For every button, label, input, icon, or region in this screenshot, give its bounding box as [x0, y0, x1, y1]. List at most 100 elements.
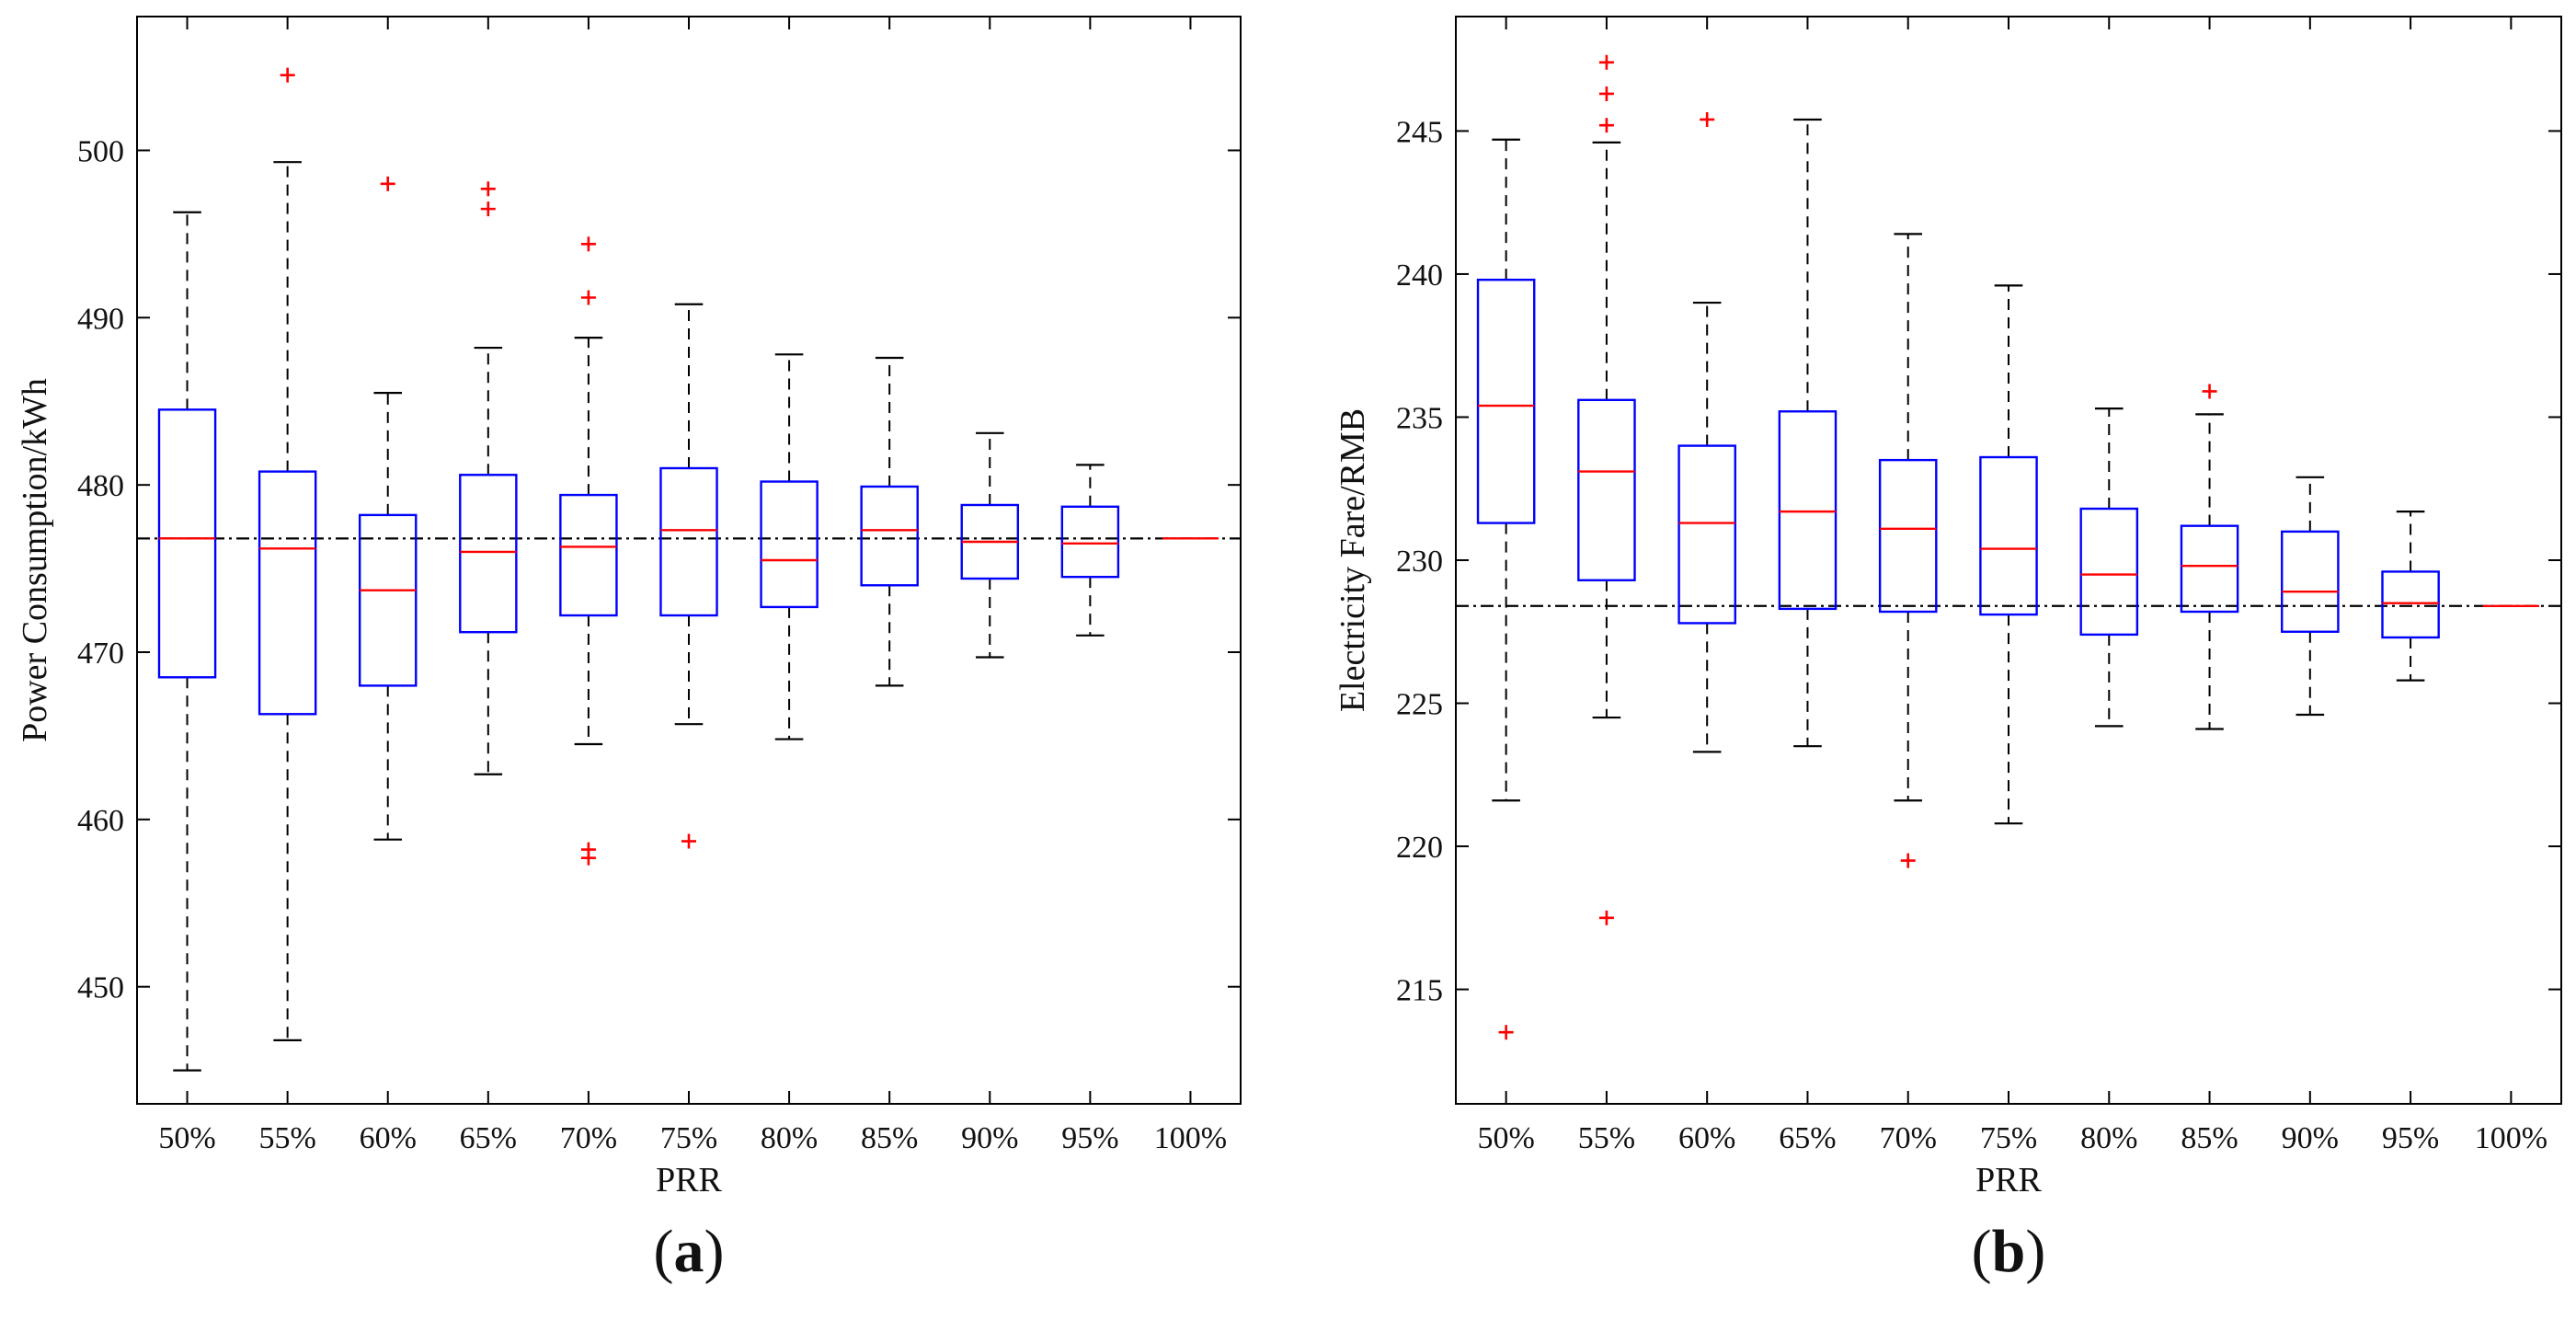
box-95pct [1060, 464, 1120, 637]
iqr-box [1979, 455, 2038, 616]
x-tick-label: 95% [1061, 1121, 1118, 1155]
x-tick-label: 95% [2382, 1121, 2439, 1155]
x-tick-label: 50% [158, 1121, 215, 1155]
box-70pct [559, 236, 618, 866]
iqr-box [2281, 530, 2340, 633]
y-tick-label: 230 [1396, 545, 1443, 579]
iqr-box [1778, 410, 1838, 611]
x-tick-label: 55% [1578, 1121, 1635, 1155]
y-tick-label: 225 [1396, 688, 1443, 722]
outlier-marker [580, 290, 596, 305]
y-tick-label: 500 [77, 134, 124, 168]
x-tick-label: 60% [1678, 1121, 1735, 1155]
box-50pct [157, 211, 217, 1072]
box-80pct [760, 353, 819, 740]
box-55pct [258, 67, 317, 1041]
outlier-marker [380, 176, 395, 191]
iqr-box [258, 470, 317, 716]
iqr-box [2079, 507, 2139, 637]
outlier-marker [1598, 910, 1614, 925]
box-90pct [960, 431, 1020, 659]
y-tick-label: 235 [1396, 401, 1443, 435]
x-tick-label: 100% [1154, 1121, 1227, 1155]
box-95pct [2381, 511, 2440, 682]
y-tick-label: 450 [77, 971, 124, 1005]
x-tick-label: 55% [258, 1121, 315, 1155]
outlier-marker [1598, 118, 1614, 133]
iqr-box [860, 485, 919, 587]
iqr-box [559, 493, 618, 617]
outlier-marker [1498, 1025, 1514, 1040]
iqr-box [1878, 458, 1938, 614]
x-axis-label: PRR [1975, 1161, 2042, 1199]
y-tick-label: 460 [77, 804, 124, 838]
y-tick-label: 240 [1396, 258, 1443, 293]
x-tick-label: 70% [1880, 1121, 1937, 1155]
panel-a-chart: 450 460 470 480 490 500 50% 55% 60% 65% 70% 75% 80% 8… [16, 16, 1242, 1285]
outlier-marker [1700, 111, 1715, 127]
box-65pct [459, 181, 518, 775]
outlier-marker [480, 201, 496, 217]
panel-label: (b) [1972, 1218, 2046, 1285]
x-tick-label: 85% [2181, 1121, 2238, 1155]
outlier-marker [681, 833, 696, 849]
outlier-marker [1900, 853, 1916, 868]
box-85pct [2180, 384, 2239, 730]
box-75pct [659, 303, 718, 849]
panel-label: (a) [654, 1218, 725, 1285]
outlier-marker [480, 181, 496, 197]
box-60pct [1677, 111, 1736, 753]
x-tick-label: 50% [1477, 1121, 1534, 1155]
y-tick-label: 470 [77, 637, 124, 671]
plot-frame [136, 16, 1242, 1105]
panel-b-chart: 215 220 225 230 235 240 245 50% 55% 60% 65% 70% 75% 8… [1334, 16, 2562, 1285]
box-55pct [1577, 54, 1636, 925]
y-axis-label: Electricity Fare/RMB [1334, 408, 1372, 712]
x-tick-label: 100% [2475, 1121, 2547, 1155]
y-tick-label: 245 [1396, 115, 1443, 149]
x-tick-label: 70% [560, 1121, 617, 1155]
y-tick-label: 490 [77, 302, 124, 336]
iqr-box [1677, 444, 1736, 625]
x-tick-label: 75% [1980, 1121, 2037, 1155]
y-tick-label: 220 [1396, 831, 1443, 865]
box-65pct [1778, 118, 1838, 748]
outlier-marker [280, 67, 295, 83]
outlier-marker [1598, 86, 1614, 101]
iqr-box [1060, 505, 1120, 579]
iqr-box [2180, 524, 2239, 614]
outlier-marker [580, 236, 596, 252]
outlier-marker [2202, 384, 2217, 399]
x-tick-label: 80% [761, 1121, 818, 1155]
y-axis-label: Power Consumption/kWh [16, 378, 54, 742]
iqr-box [1476, 278, 1536, 524]
x-tick-label: 80% [2080, 1121, 2137, 1155]
x-tick-label: 65% [1779, 1121, 1836, 1155]
box-80pct [2079, 407, 2139, 728]
iqr-box [1577, 398, 1636, 581]
iqr-box [760, 480, 819, 609]
x-tick-label: 85% [861, 1121, 918, 1155]
iqr-box [459, 474, 518, 634]
box-70pct [1878, 233, 1938, 868]
plot-frame [1455, 16, 2562, 1105]
x-tick-label: 65% [460, 1121, 517, 1155]
y-tick-label: 480 [77, 469, 124, 503]
box-60pct [358, 176, 418, 841]
x-tick-label: 60% [360, 1121, 417, 1155]
x-tick-label: 75% [660, 1121, 717, 1155]
x-tick-label: 90% [961, 1121, 1018, 1155]
box-75pct [1979, 284, 2038, 825]
iqr-box [2381, 570, 2440, 639]
box-90pct [2281, 476, 2340, 717]
outlier-marker [580, 842, 596, 857]
box-85pct [860, 356, 919, 687]
x-tick-label: 90% [2282, 1121, 2339, 1155]
iqr-box [157, 408, 217, 679]
y-tick-label: 215 [1396, 974, 1443, 1008]
box-50pct [1476, 138, 1536, 1040]
x-axis-label: PRR [656, 1161, 722, 1199]
iqr-box [659, 466, 718, 617]
iqr-box [358, 513, 418, 687]
